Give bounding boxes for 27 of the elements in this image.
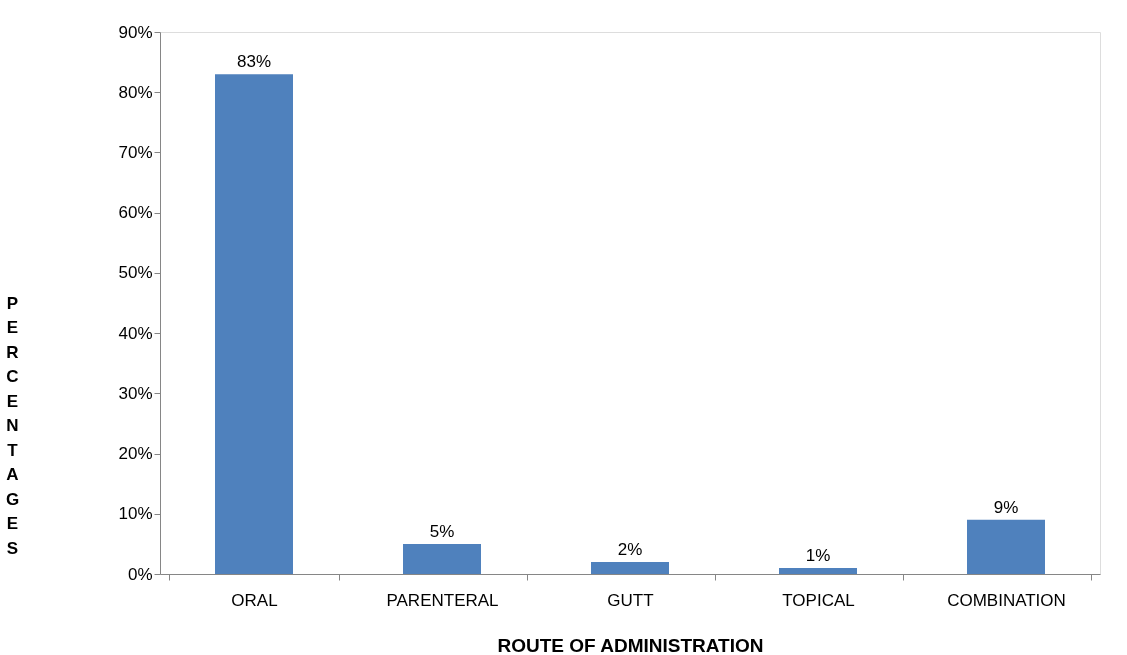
y-tick-label: 10%	[118, 504, 153, 524]
bar	[403, 543, 481, 574]
y-tick-label: 20%	[118, 444, 153, 464]
y-tick-label: 30%	[118, 383, 153, 403]
y-tick-label: 40%	[118, 323, 153, 343]
data-label: 5%	[429, 521, 455, 541]
y-tick-label: 50%	[118, 263, 153, 283]
x-tick-label: COMBINATION	[947, 590, 1066, 610]
y-tick-label: 90%	[118, 22, 153, 42]
data-label: 83%	[236, 52, 272, 72]
y-tick-label: 60%	[118, 203, 153, 223]
bar	[215, 74, 293, 574]
data-label: 2%	[617, 539, 643, 559]
data-label: 9%	[993, 497, 1019, 517]
y-tick-label: 0%	[127, 564, 153, 584]
bar	[967, 519, 1045, 574]
bar	[591, 561, 669, 574]
text: PERCENTAGES	[5, 293, 20, 558]
x-tick-label: TOPICAL	[782, 590, 855, 610]
x-axis-title: ROUTE OF ADMINISTRATION	[497, 634, 764, 655]
x-tick-label: GUTT	[607, 590, 654, 610]
data-label: 1%	[805, 545, 831, 565]
y-tick-label: 80%	[118, 82, 153, 102]
bar	[779, 567, 857, 574]
x-tick-label: ORAL	[231, 590, 278, 610]
x-tick-label: PARENTERAL	[386, 590, 499, 610]
y-tick-label: 70%	[118, 142, 153, 162]
